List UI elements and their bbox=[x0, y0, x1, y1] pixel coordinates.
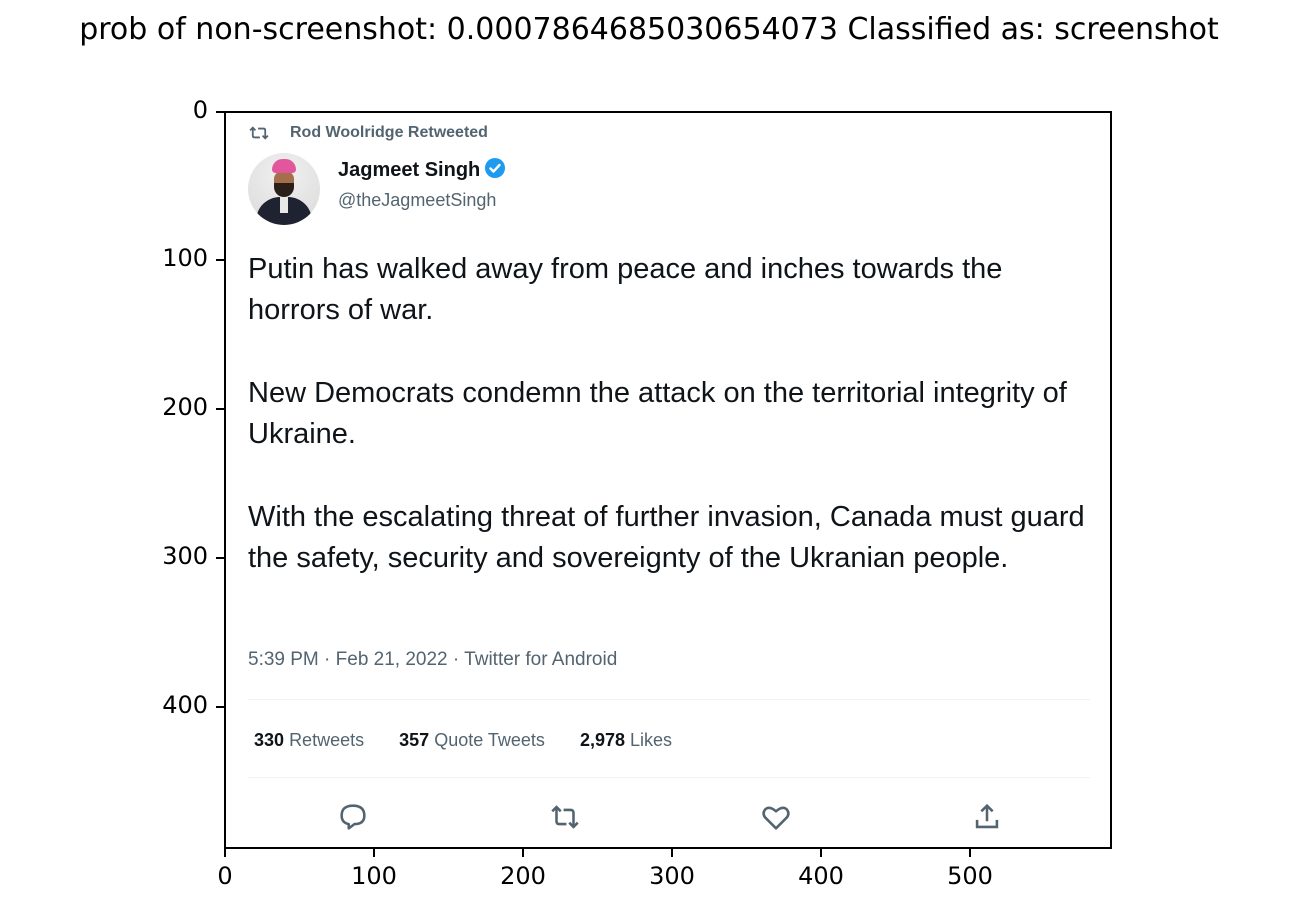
share-icon[interactable] bbox=[970, 800, 1004, 834]
retweets-label: Retweets bbox=[289, 730, 365, 750]
tweet-paragraph: New Democrats condemn the attack on the … bbox=[248, 377, 1067, 450]
x-tick bbox=[969, 849, 971, 857]
y-tick bbox=[216, 706, 224, 708]
avatar[interactable] bbox=[248, 153, 320, 225]
y-tick-label: 0 bbox=[192, 96, 208, 124]
x-tick-label: 400 bbox=[798, 862, 844, 890]
y-tick bbox=[216, 259, 224, 261]
y-tick bbox=[216, 557, 224, 559]
y-tick-label: 200 bbox=[162, 393, 208, 421]
figure-title: prob of non-screenshot: 0.00078646850306… bbox=[79, 12, 1219, 47]
likes-count: 2,978 bbox=[579, 730, 625, 750]
divider bbox=[248, 699, 1090, 700]
likes-stat[interactable]: 2,978 Likes bbox=[580, 730, 672, 750]
divider bbox=[248, 777, 1090, 778]
tweet-paragraph: With the escalating threat of further in… bbox=[248, 501, 1085, 574]
y-tick bbox=[216, 408, 224, 410]
x-tick-label: 200 bbox=[500, 862, 546, 890]
author-name[interactable]: Jagmeet Singh bbox=[338, 159, 481, 181]
x-tick bbox=[820, 849, 822, 857]
retweet-icon bbox=[249, 126, 269, 140]
tweet-text: Putin has walked away from peace and inc… bbox=[248, 249, 1098, 621]
y-tick-label: 100 bbox=[162, 244, 208, 272]
author-handle[interactable]: @theJagmeetSingh bbox=[338, 190, 497, 210]
retweets-stat[interactable]: 330 Retweets bbox=[254, 730, 364, 750]
author-name-row[interactable]: Jagmeet Singh bbox=[338, 157, 506, 182]
retweeted-by-label[interactable]: Rod Woolridge Retweeted bbox=[290, 124, 488, 141]
tweet-paragraph: Putin has walked away from peace and inc… bbox=[248, 253, 1003, 326]
quote-tweets-label: Quote Tweets bbox=[434, 730, 545, 750]
quote-tweets-count: 357 bbox=[399, 730, 430, 750]
y-tick bbox=[216, 111, 224, 113]
x-tick-label: 0 bbox=[217, 862, 233, 890]
y-tick-label: 400 bbox=[162, 691, 208, 719]
x-tick bbox=[373, 849, 375, 857]
retweets-count: 330 bbox=[254, 730, 285, 750]
like-icon[interactable] bbox=[759, 800, 793, 834]
verified-badge-icon bbox=[485, 158, 506, 178]
x-tick bbox=[522, 849, 524, 857]
y-tick-label: 300 bbox=[162, 542, 208, 570]
reply-icon[interactable] bbox=[336, 800, 370, 834]
quote-tweets-stat[interactable]: 357 Quote Tweets bbox=[399, 730, 545, 750]
retweet-action-icon[interactable] bbox=[548, 800, 582, 834]
x-tick-label: 100 bbox=[351, 862, 397, 890]
likes-label: Likes bbox=[630, 730, 673, 750]
tweet-timestamp[interactable]: 5:39 PM · Feb 21, 2022 · Twitter for And… bbox=[248, 649, 618, 670]
tweet-stats: 330 Retweets 357 Quote Tweets 2,978 Like… bbox=[254, 730, 702, 751]
x-tick-label: 500 bbox=[947, 862, 993, 890]
x-tick bbox=[671, 849, 673, 857]
tweet-screenshot-frame: Rod Woolridge Retweeted Jagmeet Singh @t… bbox=[224, 111, 1112, 849]
x-tick-label: 300 bbox=[649, 862, 695, 890]
x-tick bbox=[224, 849, 226, 857]
